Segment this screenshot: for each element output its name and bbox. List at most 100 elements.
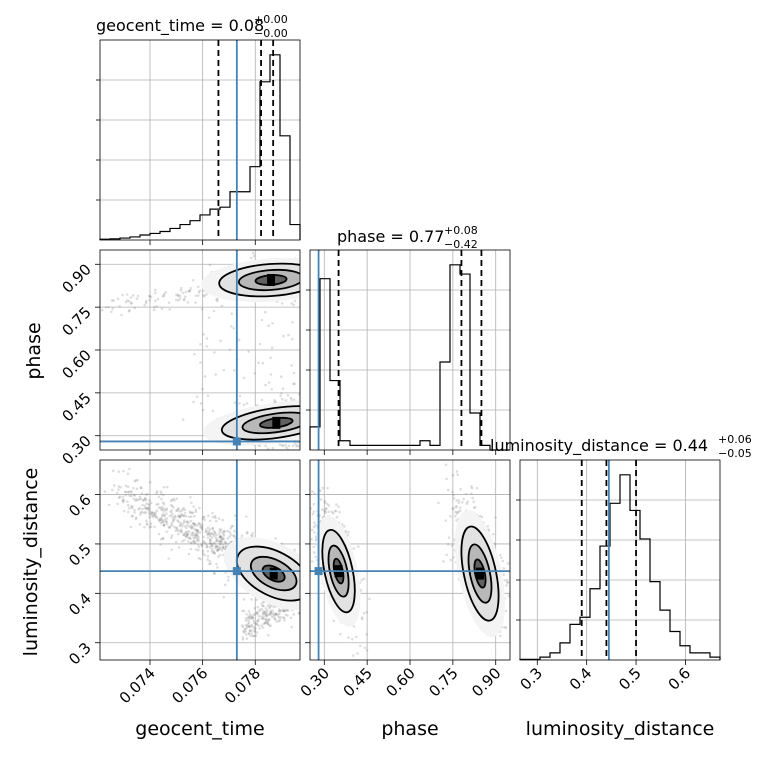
sample-point (130, 506, 134, 510)
sample-point (210, 542, 214, 545)
sample-point (174, 298, 178, 302)
sample-point (267, 618, 271, 621)
sample-point (189, 537, 192, 541)
sample-point (251, 251, 255, 255)
sample-point (216, 566, 219, 569)
sample-point (197, 294, 200, 297)
sample-point (170, 548, 174, 551)
sample-point (182, 298, 186, 302)
sample-point (181, 540, 184, 543)
sample-point (174, 529, 177, 533)
sample-point (194, 510, 198, 514)
sample-point (266, 622, 270, 626)
sample-point (248, 614, 251, 618)
sample-point (131, 486, 135, 490)
sample-point (209, 539, 212, 542)
sample-point (293, 299, 297, 303)
sample-point (165, 512, 168, 515)
sample-point (215, 538, 219, 541)
sample-point (171, 516, 175, 519)
sample-point (191, 511, 195, 515)
sample-point (205, 337, 209, 340)
sample-point (444, 463, 448, 467)
sample-point (494, 516, 497, 519)
grid-lines (100, 40, 300, 240)
sample-point (215, 533, 218, 537)
sample-point (133, 508, 136, 512)
sample-point (196, 529, 200, 532)
sample-point (143, 525, 146, 529)
sample-point (135, 487, 139, 491)
sample-point (152, 511, 156, 515)
sample-point (127, 299, 131, 303)
density-contours (224, 537, 300, 611)
sample-point (183, 520, 186, 524)
sample-point (143, 511, 146, 515)
density-peak (267, 274, 276, 286)
sample-point (314, 555, 318, 559)
sample-point (121, 501, 125, 504)
sample-point (136, 498, 139, 502)
sample-point (152, 308, 156, 312)
sample-point (198, 506, 201, 510)
sample-point (214, 546, 217, 550)
sample-point (324, 511, 327, 514)
sample-point (274, 612, 278, 616)
sample-point (129, 296, 133, 299)
sample-point (501, 559, 505, 563)
sample-point (183, 532, 187, 535)
sample-point (159, 506, 162, 509)
sample-point (195, 395, 199, 398)
sample-point (124, 490, 128, 494)
sample-point (204, 530, 208, 534)
sample-point (150, 512, 154, 515)
sample-point (286, 614, 289, 617)
sample-point (224, 542, 227, 545)
sample-point (208, 537, 212, 541)
sample-point (221, 531, 224, 534)
sample-point (255, 598, 258, 602)
title-phase-plus: +0.08 (444, 224, 478, 237)
sample-point (198, 522, 202, 526)
sample-point (192, 527, 196, 531)
sample-point (136, 294, 140, 298)
sample-point (437, 501, 440, 505)
sample-point (155, 305, 159, 308)
sample-point (210, 544, 213, 548)
sample-point (211, 409, 215, 413)
sample-point (178, 510, 181, 513)
sample-point (305, 516, 308, 519)
sample-point (196, 531, 200, 535)
sample-point (505, 580, 509, 584)
sample-point (264, 621, 268, 624)
sample-point (327, 504, 331, 507)
sample-point (267, 324, 270, 327)
sample-point (325, 502, 329, 506)
sample-point (283, 609, 286, 613)
sample-point (101, 308, 104, 312)
sample-point (454, 514, 457, 518)
sample-point (228, 530, 231, 534)
sample-point (147, 502, 151, 506)
sample-point (104, 305, 108, 309)
sample-point (266, 447, 270, 450)
sample-point (277, 619, 281, 623)
sample-point (177, 507, 180, 510)
sample-point (282, 609, 286, 612)
sample-point (254, 622, 258, 626)
sample-point (134, 499, 137, 502)
sample-point (470, 492, 473, 496)
sample-point (145, 522, 149, 525)
sample-point (133, 494, 137, 497)
sample-point (251, 531, 254, 535)
sample-point (182, 514, 185, 518)
sample-point (175, 509, 179, 512)
sample-point (246, 624, 249, 628)
sample-point (139, 486, 143, 490)
sample-point (103, 490, 107, 493)
sample-point (212, 541, 216, 545)
sample-point (217, 517, 221, 520)
sample-point (144, 299, 148, 303)
sample-point (205, 543, 209, 547)
sample-point (499, 556, 503, 560)
